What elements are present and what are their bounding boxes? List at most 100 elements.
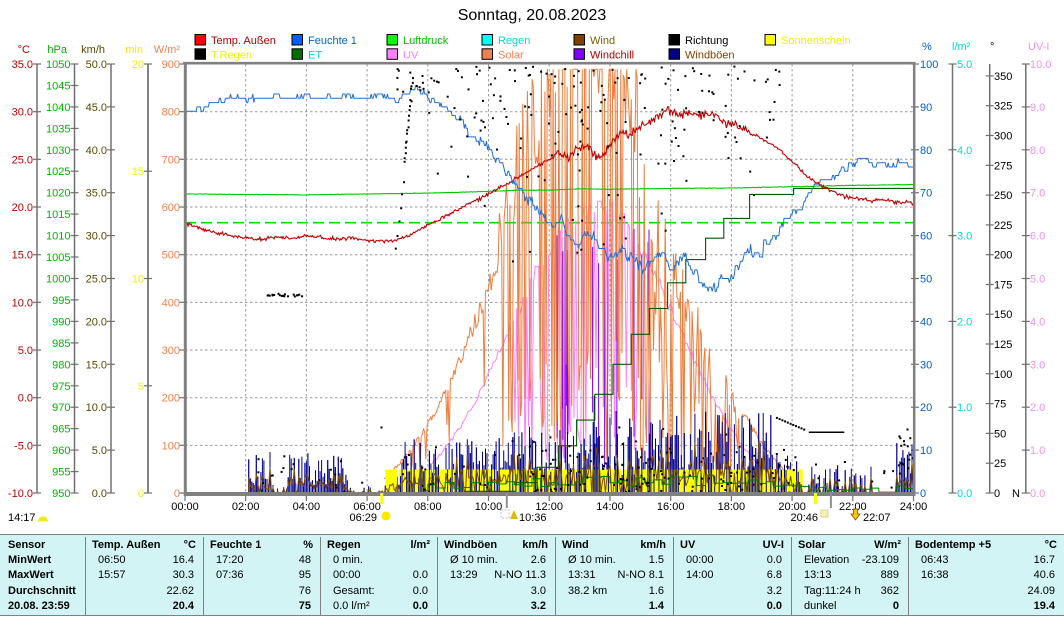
- svg-text:20:00: 20:00: [778, 501, 806, 513]
- svg-text:8.0: 8.0: [1030, 145, 1045, 157]
- svg-text:1045: 1045: [46, 81, 70, 93]
- svg-text:0: 0: [138, 488, 144, 500]
- svg-text:225: 225: [994, 220, 1012, 232]
- svg-text:02:00: 02:00: [232, 501, 260, 513]
- svg-text:l/m²: l/m²: [952, 41, 971, 53]
- svg-text:5: 5: [138, 381, 144, 393]
- svg-text:1010: 1010: [46, 231, 70, 243]
- svg-text:0: 0: [174, 488, 180, 500]
- svg-text:Feuchte 1: Feuchte 1: [308, 35, 357, 47]
- svg-text:10.0: 10.0: [12, 297, 33, 309]
- svg-text:0: 0: [920, 488, 926, 500]
- svg-text:1035: 1035: [46, 123, 70, 135]
- svg-text:250: 250: [994, 190, 1012, 202]
- svg-text:275: 275: [994, 160, 1012, 172]
- svg-text:Solar: Solar: [498, 49, 524, 61]
- svg-text:25: 25: [994, 458, 1006, 470]
- svg-text:16:00: 16:00: [657, 501, 685, 513]
- svg-text:700: 700: [162, 154, 180, 166]
- svg-text:04:00: 04:00: [293, 501, 321, 513]
- svg-text:4.0: 4.0: [957, 145, 972, 157]
- svg-text:35.0: 35.0: [86, 188, 107, 200]
- svg-text:325: 325: [994, 101, 1012, 113]
- svg-text:6.0: 6.0: [1030, 231, 1045, 243]
- svg-text:7.0: 7.0: [1030, 188, 1045, 200]
- svg-text:Temp. Außen: Temp. Außen: [211, 35, 276, 47]
- svg-text:°: °: [990, 41, 994, 53]
- svg-text:150: 150: [994, 309, 1012, 321]
- svg-text:300: 300: [994, 131, 1012, 143]
- svg-text:5.0: 5.0: [957, 59, 972, 71]
- svg-text:500: 500: [162, 250, 180, 262]
- svg-text:UV-I: UV-I: [1028, 41, 1049, 53]
- svg-text:10:36: 10:36: [519, 512, 547, 524]
- svg-text:2.0: 2.0: [1030, 402, 1045, 414]
- svg-text:14:00: 14:00: [596, 501, 624, 513]
- svg-text:70: 70: [920, 188, 932, 200]
- svg-text:1000: 1000: [46, 274, 70, 286]
- svg-text:20.0: 20.0: [12, 202, 33, 214]
- svg-text:5.0: 5.0: [1030, 274, 1045, 286]
- svg-text:5.0: 5.0: [18, 345, 33, 357]
- svg-text:175: 175: [994, 280, 1012, 292]
- svg-text:1025: 1025: [46, 166, 70, 178]
- svg-text:00:00: 00:00: [171, 501, 199, 513]
- svg-text:1040: 1040: [46, 102, 70, 114]
- svg-text:5.0: 5.0: [92, 445, 107, 457]
- svg-text:990: 990: [52, 316, 70, 328]
- svg-text:10: 10: [132, 274, 144, 286]
- svg-text:10:00: 10:00: [475, 501, 503, 513]
- svg-text:200: 200: [994, 250, 1012, 262]
- svg-text:995: 995: [52, 295, 70, 307]
- svg-text:1030: 1030: [46, 145, 70, 157]
- svg-text:45.0: 45.0: [86, 102, 107, 114]
- svg-text:1.0: 1.0: [957, 402, 972, 414]
- svg-text:10: 10: [920, 445, 932, 457]
- svg-text:-5.0: -5.0: [14, 440, 33, 452]
- svg-text:30.0: 30.0: [86, 231, 107, 243]
- svg-text:960: 960: [52, 445, 70, 457]
- svg-text:22:07: 22:07: [863, 512, 891, 524]
- svg-text:800: 800: [162, 107, 180, 119]
- svg-text:T.Regen: T.Regen: [211, 49, 252, 61]
- svg-text:975: 975: [52, 381, 70, 393]
- svg-text:15.0: 15.0: [86, 359, 107, 371]
- svg-text:3.0: 3.0: [1030, 359, 1045, 371]
- svg-text:1015: 1015: [46, 209, 70, 221]
- svg-text:Richtung: Richtung: [685, 35, 728, 47]
- svg-text:30: 30: [920, 359, 932, 371]
- svg-text:06:29: 06:29: [349, 512, 377, 524]
- svg-text:18:00: 18:00: [718, 501, 746, 513]
- svg-text:955: 955: [52, 467, 70, 479]
- svg-text:Sonnenschein: Sonnenschein: [781, 35, 851, 47]
- svg-text:15: 15: [132, 166, 144, 178]
- svg-text:0: 0: [994, 488, 1000, 500]
- svg-text:965: 965: [52, 424, 70, 436]
- svg-text:Sonntag, 20.08.2023: Sonntag, 20.08.2023: [458, 7, 607, 24]
- svg-text:985: 985: [52, 338, 70, 350]
- svg-text:100: 100: [162, 440, 180, 452]
- svg-text:Windböen: Windböen: [685, 49, 735, 61]
- svg-text:1050: 1050: [46, 59, 70, 71]
- svg-text:10.0: 10.0: [86, 402, 107, 414]
- svg-text:25.0: 25.0: [86, 274, 107, 286]
- svg-text:N: N: [1012, 488, 1020, 500]
- svg-text:400: 400: [162, 297, 180, 309]
- svg-text:4.0: 4.0: [1030, 316, 1045, 328]
- svg-text:06:00: 06:00: [353, 501, 381, 513]
- svg-text:°C: °C: [18, 44, 30, 56]
- svg-text:350: 350: [994, 71, 1012, 83]
- svg-text:Wind: Wind: [590, 35, 615, 47]
- svg-text:2.0: 2.0: [957, 316, 972, 328]
- svg-text:600: 600: [162, 202, 180, 214]
- svg-text:20:46: 20:46: [790, 512, 818, 524]
- svg-text:3.0: 3.0: [957, 231, 972, 243]
- svg-text:22:00: 22:00: [839, 501, 867, 513]
- svg-text:Windchill: Windchill: [590, 49, 634, 61]
- svg-text:hPa: hPa: [47, 44, 67, 56]
- svg-text:20: 20: [132, 59, 144, 71]
- svg-text:10.0: 10.0: [1030, 59, 1051, 71]
- svg-text:20.0: 20.0: [86, 316, 107, 328]
- svg-text:970: 970: [52, 402, 70, 414]
- svg-text:200: 200: [162, 393, 180, 405]
